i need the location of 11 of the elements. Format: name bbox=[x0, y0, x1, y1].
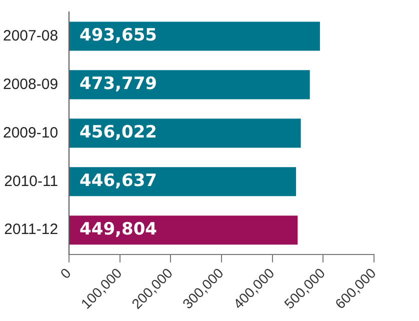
y-tick-label: 2011-12 bbox=[4, 221, 58, 238]
data-label: 449,804 bbox=[80, 220, 158, 240]
y-tick-label: 2008-09 bbox=[2, 76, 58, 93]
y-tick-label: 2007-08 bbox=[2, 27, 58, 44]
y-tick-label: 2009-10 bbox=[2, 124, 58, 142]
x-tick-label: 0 bbox=[57, 264, 74, 282]
data-label: 473,779 bbox=[80, 74, 157, 94]
y-tick-label: 2010-11 bbox=[4, 172, 58, 190]
data-label: 456,022 bbox=[80, 122, 157, 143]
data-label: 446,637 bbox=[80, 171, 157, 192]
data-label: 493,655 bbox=[80, 26, 157, 46]
